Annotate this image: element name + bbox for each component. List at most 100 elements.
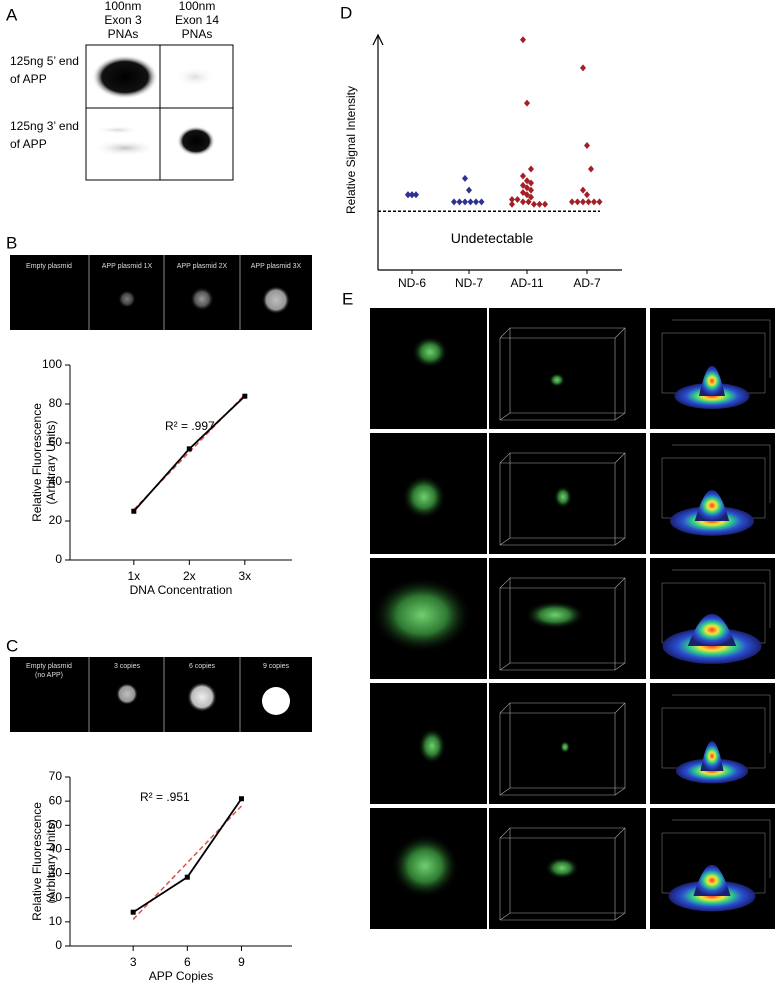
data-point xyxy=(528,179,534,187)
y-tick-label: 10 xyxy=(49,914,63,928)
surface-frame xyxy=(661,819,771,894)
image-label: APP plasmid 1X xyxy=(102,263,153,270)
panel-label: B xyxy=(6,233,17,252)
data-point xyxy=(520,198,526,206)
surface-frame xyxy=(661,569,771,644)
surface-peak xyxy=(694,490,730,521)
data-point xyxy=(405,191,411,199)
image-label: 6 copies xyxy=(189,663,216,670)
row-header: of APP xyxy=(10,137,47,151)
data-point xyxy=(466,186,472,194)
data-point xyxy=(509,196,515,203)
data-point xyxy=(409,191,415,199)
column-header: 100nm xyxy=(179,0,216,13)
data-point xyxy=(462,174,468,182)
cell-3d xyxy=(549,373,565,387)
x-tick-label: AD-11 xyxy=(510,276,543,290)
data-point xyxy=(520,181,526,189)
row-header: 125ng 5’ end xyxy=(10,54,79,68)
data-point xyxy=(186,446,192,452)
y-tick-label: 0 xyxy=(55,938,62,952)
y-tick-label: 60 xyxy=(49,435,63,449)
y-tick-label: 80 xyxy=(49,396,63,410)
image-label: 3 copies xyxy=(114,663,141,670)
y-axis-label: Relative Signal Intensity xyxy=(344,86,358,214)
data-point xyxy=(413,191,419,199)
data-point xyxy=(569,198,575,206)
row-header: of APP xyxy=(10,72,47,86)
y-tick-label: 20 xyxy=(49,890,63,904)
data-point xyxy=(520,188,526,196)
data-point xyxy=(584,191,590,199)
panel-label: A xyxy=(6,5,18,24)
wireframe xyxy=(499,702,626,796)
column-header: Exon 3 xyxy=(104,13,142,27)
annotation: R² = .951 xyxy=(140,790,190,804)
blot xyxy=(85,44,234,181)
data-point xyxy=(580,64,586,72)
surface-peak xyxy=(699,365,725,396)
data-point xyxy=(574,198,581,206)
data-point xyxy=(528,193,534,201)
x-tick-label: ND-6 xyxy=(398,276,426,290)
data-point xyxy=(509,200,515,208)
x-tick-label: 9 xyxy=(238,955,245,969)
column-header: Exon 14 xyxy=(175,13,219,27)
x-axis-label: DNA Concentration xyxy=(130,583,233,597)
data-point xyxy=(238,796,244,802)
data-point xyxy=(585,198,592,206)
data-point xyxy=(478,198,485,206)
cell-3d xyxy=(560,741,570,753)
surface-frame xyxy=(661,319,771,394)
data-point xyxy=(524,191,530,199)
data-point xyxy=(580,198,586,206)
data-point xyxy=(184,874,190,880)
x-tick-label: AD-7 xyxy=(573,276,601,290)
data-point xyxy=(528,165,534,173)
y-axis-label: (Arbitrary Units) xyxy=(44,420,58,504)
data-point xyxy=(520,36,526,44)
x-tick-label: 6 xyxy=(184,955,191,969)
cell xyxy=(402,475,446,519)
data-point xyxy=(536,200,543,208)
cell xyxy=(372,577,472,653)
y-tick-label: 20 xyxy=(49,513,63,527)
panel-label: C xyxy=(6,636,18,655)
x-tick-label: 1x xyxy=(127,569,140,583)
image-strip xyxy=(10,657,312,732)
x-tick-label: 3 xyxy=(130,955,137,969)
data-line xyxy=(132,798,243,913)
data-point xyxy=(131,508,137,514)
annotation: R² = .997 xyxy=(165,419,215,433)
cell-3d xyxy=(525,601,585,629)
image-label: 9 copies xyxy=(263,663,290,670)
y-tick-label: 30 xyxy=(49,866,63,880)
y-tick-label: 100 xyxy=(42,357,62,371)
image-label: APP plasmid 2X xyxy=(177,263,228,270)
surface-peak xyxy=(687,613,737,646)
wireframe xyxy=(499,452,626,546)
wireframe xyxy=(499,827,626,921)
y-tick-label: 0 xyxy=(55,552,62,566)
column-header: 100nm xyxy=(105,0,142,13)
data-point xyxy=(588,165,594,173)
cell xyxy=(418,728,446,764)
image-label: APP plasmid 3X xyxy=(251,263,302,270)
data-point xyxy=(525,198,532,206)
cell-3d xyxy=(545,857,579,879)
y-axis-label: Relative Fluorescence xyxy=(30,802,44,921)
image-label: (no APP) xyxy=(35,672,63,679)
data-point xyxy=(524,99,530,107)
column-header: PNAs xyxy=(108,27,139,41)
image-grid xyxy=(370,308,775,929)
column-header: PNAs xyxy=(182,27,213,41)
image-label: Empty plasmid xyxy=(26,663,72,670)
y-tick-label: 70 xyxy=(49,769,63,783)
data-point xyxy=(514,196,521,203)
annotation: Undetectable xyxy=(451,230,534,246)
data-point xyxy=(451,198,457,206)
row-header: 125ng 3’ end xyxy=(10,119,79,133)
y-tick-label: 50 xyxy=(49,817,63,831)
cell xyxy=(412,336,448,368)
